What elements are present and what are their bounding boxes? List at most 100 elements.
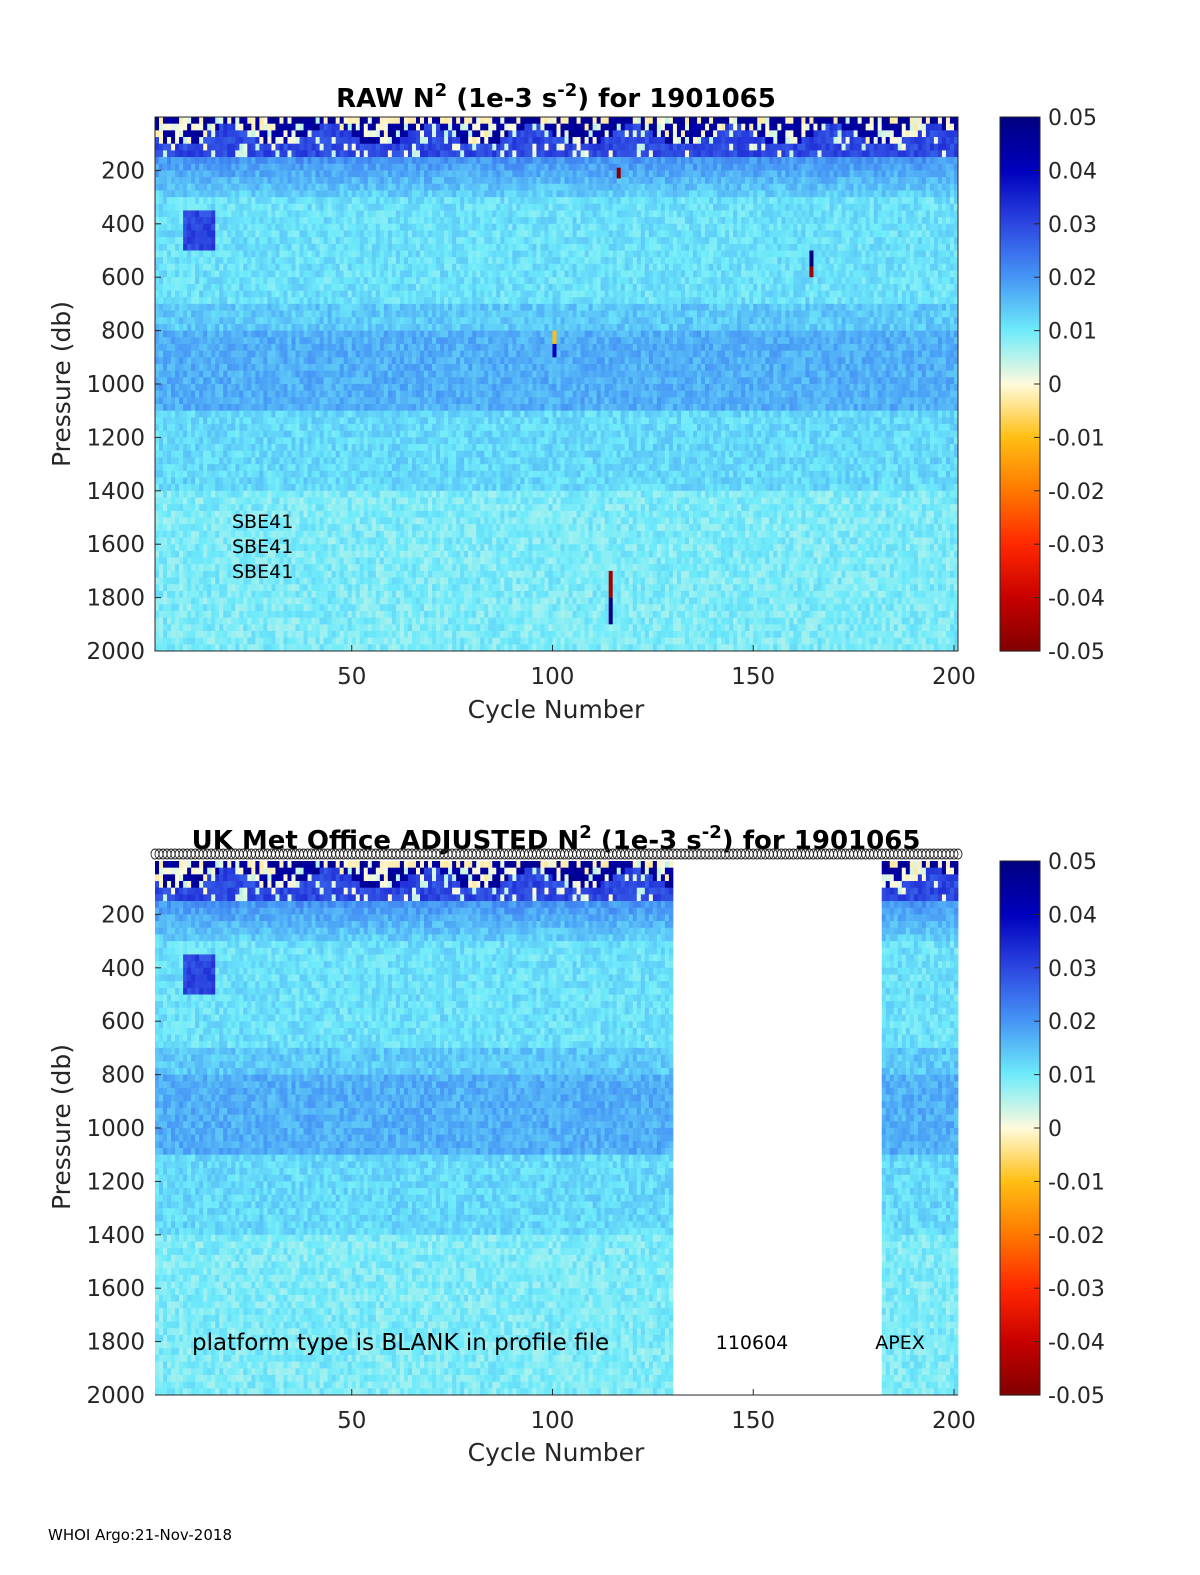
heatmap-cell	[155, 144, 159, 151]
heatmap-cell	[324, 190, 328, 197]
heatmap-cell	[155, 611, 159, 618]
heatmap-cell	[251, 431, 255, 438]
heatmap-cell	[227, 324, 231, 331]
heatmap-cell	[159, 304, 163, 311]
heatmap-cell	[396, 170, 400, 177]
heatmap-cell	[211, 484, 215, 491]
heatmap-cell	[320, 124, 324, 131]
heatmap-cell	[263, 457, 267, 464]
heatmap-cell	[259, 137, 263, 144]
heatmap-cell	[396, 364, 400, 371]
heatmap-cell	[332, 604, 336, 611]
heatmap-cell	[211, 591, 215, 598]
heatmap-cell	[320, 130, 324, 137]
heatmap-cell	[207, 624, 211, 631]
heatmap-cell	[179, 244, 183, 251]
heatmap-cell	[155, 451, 159, 458]
heatmap-cell	[271, 304, 275, 311]
heatmap-cell	[275, 411, 279, 418]
heatmap-cell	[304, 644, 308, 651]
heatmap-cell	[191, 497, 195, 504]
heatmap-cell	[300, 491, 304, 498]
heatmap-cell	[316, 464, 320, 471]
heatmap-cell	[396, 337, 400, 344]
heatmap-cell	[392, 177, 396, 184]
heatmap-cell	[308, 137, 312, 144]
heatmap-cell	[211, 538, 215, 545]
heatmap-cell	[155, 331, 159, 338]
heatmap-cell	[259, 484, 263, 491]
heatmap-cell	[392, 311, 396, 318]
heatmap-cell	[404, 331, 408, 338]
heatmap-cell	[332, 337, 336, 344]
heatmap-cell	[324, 457, 328, 464]
heatmap-cell	[304, 304, 308, 311]
heatmap-cell	[360, 598, 364, 605]
heatmap-cell	[183, 251, 187, 258]
heatmap-cell	[328, 331, 332, 338]
heatmap-cell	[247, 391, 251, 398]
heatmap-cell	[211, 197, 215, 204]
heatmap-cell	[312, 444, 316, 451]
heatmap-cell	[312, 130, 316, 137]
heatmap-cell	[400, 291, 404, 298]
heatmap-cell	[187, 351, 191, 358]
heatmap-cell	[167, 531, 171, 538]
heatmap-cell	[271, 217, 275, 224]
heatmap-cell	[396, 511, 400, 518]
heatmap-cell	[376, 644, 380, 651]
heatmap-cell	[199, 271, 203, 278]
heatmap-cell	[251, 497, 255, 504]
heatmap-cell	[396, 324, 400, 331]
heatmap-cell	[251, 404, 255, 411]
heatmap-cell	[283, 371, 287, 378]
heatmap-cell	[267, 404, 271, 411]
heatmap-cell	[235, 344, 239, 351]
heatmap-cell	[368, 444, 372, 451]
heatmap-cell	[332, 117, 336, 124]
heatmap-cell	[283, 624, 287, 631]
heatmap-cell	[316, 484, 320, 491]
heatmap-cell	[300, 477, 304, 484]
heatmap-cell	[344, 604, 348, 611]
heatmap-cell	[344, 591, 348, 598]
heatmap-cell	[219, 504, 223, 511]
heatmap-cell	[235, 117, 239, 124]
heatmap-cell	[175, 571, 179, 578]
heatmap-cell	[292, 444, 296, 451]
heatmap-cell	[288, 618, 292, 625]
heatmap-cell	[259, 477, 263, 484]
heatmap-cell	[340, 237, 344, 244]
heatmap-cell	[155, 471, 159, 478]
heatmap-cell	[324, 604, 328, 611]
heatmap-cell	[392, 484, 396, 491]
heatmap-cell	[388, 230, 392, 237]
heatmap-cell	[203, 177, 207, 184]
heatmap-cell	[372, 618, 376, 625]
heatmap-cell	[155, 157, 159, 164]
heatmap-cell	[312, 164, 316, 171]
heatmap-cell	[384, 291, 388, 298]
heatmap-cell	[384, 531, 388, 538]
heatmap-cell	[199, 497, 203, 504]
heatmap-cell	[320, 377, 324, 384]
heatmap-cell	[324, 464, 328, 471]
heatmap-cell	[211, 251, 215, 258]
heatmap-cell	[368, 491, 372, 498]
heatmap-cell	[219, 491, 223, 498]
heatmap-cell	[292, 170, 296, 177]
heatmap-cell	[376, 237, 380, 244]
heatmap-cell	[195, 331, 199, 338]
heatmap-cell	[191, 578, 195, 585]
heatmap-cell	[167, 217, 171, 224]
heatmap-cell	[231, 277, 235, 284]
heatmap-cell	[267, 117, 271, 124]
heatmap-cell	[247, 584, 251, 591]
heatmap-cell	[195, 124, 199, 131]
heatmap-cell	[308, 177, 312, 184]
heatmap-cell	[259, 437, 263, 444]
heatmap-cell	[392, 424, 396, 431]
heatmap-cell	[215, 497, 219, 504]
heatmap-cell	[207, 611, 211, 618]
heatmap-cell	[283, 264, 287, 271]
